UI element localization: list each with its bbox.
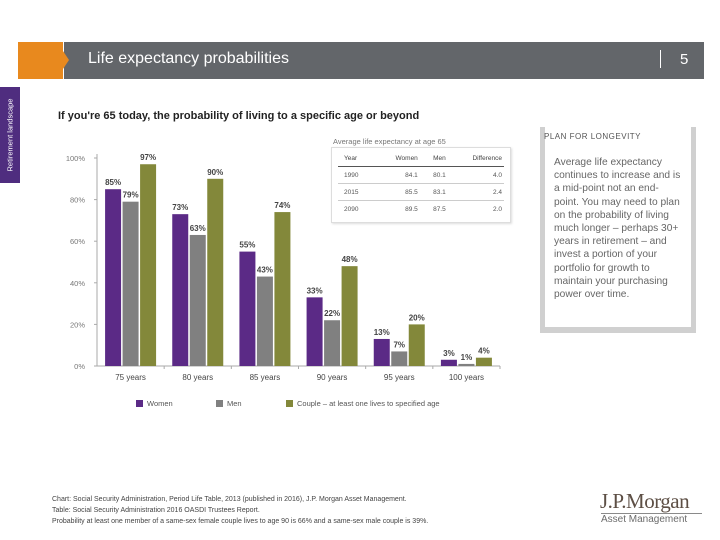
table-cell: 2.0 xyxy=(492,206,502,213)
table-cell: 83.1 xyxy=(419,183,448,201)
bar-men xyxy=(256,276,273,366)
x-tick-label: 85 years xyxy=(250,373,281,382)
bar-couple xyxy=(274,212,291,366)
x-tick-label: 75 years xyxy=(115,373,146,382)
table-header: Year xyxy=(338,152,376,167)
header-chevron xyxy=(57,42,69,78)
table-cell: 1990 xyxy=(338,166,376,184)
logo-subtitle: Asset Management xyxy=(601,514,688,525)
bar-men xyxy=(122,201,139,366)
y-tick-label: 100% xyxy=(66,154,86,163)
y-tick-label: 0% xyxy=(74,362,85,371)
legend-item-men: Men xyxy=(216,399,242,408)
legend-swatch-couple xyxy=(286,400,293,407)
table-row: 2090 89.5 87.5 2.0 xyxy=(338,201,504,218)
bar-women xyxy=(306,297,323,366)
table-cell: 2.4 xyxy=(447,183,504,201)
legend-label-couple: Couple – at least one lives to specified… xyxy=(297,399,440,408)
callout-box xyxy=(540,127,696,333)
data-label: 73% xyxy=(172,203,188,212)
table-row: 2015 85.5 83.1 2.4 xyxy=(338,183,504,201)
data-label: 74% xyxy=(274,201,290,210)
x-tick-label: 95 years xyxy=(384,373,415,382)
table-caption: Average life expectancy at age 65 xyxy=(333,137,446,146)
legend-label-women: Women xyxy=(147,399,173,408)
data-label: 55% xyxy=(239,241,255,250)
bar-women xyxy=(440,359,457,366)
table-cell: 2090 xyxy=(344,206,359,213)
data-label: 4% xyxy=(478,347,490,356)
data-label: 97% xyxy=(140,153,156,162)
x-tick-label: 80 years xyxy=(182,373,213,382)
data-label: 3% xyxy=(443,349,455,358)
legend-label-men: Men xyxy=(227,399,242,408)
bar-men xyxy=(324,320,341,366)
table-cell: 2015 xyxy=(338,183,376,201)
table-header: Men xyxy=(419,152,448,167)
callout-title: PLAN FOR LONGEVITY xyxy=(544,132,642,141)
data-label: 43% xyxy=(257,266,273,275)
legend-swatch-women xyxy=(136,400,143,407)
callout-body: Average life expectancy continues to inc… xyxy=(554,157,681,301)
table-header: Women xyxy=(375,152,420,167)
header-bar xyxy=(64,42,704,79)
legend-item-women: Women xyxy=(136,399,173,408)
page-title: Life expectancy probabilities xyxy=(88,50,290,67)
y-tick-label: 20% xyxy=(70,320,85,329)
page-number: 5 xyxy=(680,51,689,68)
data-label: 13% xyxy=(374,328,390,337)
x-tick-label: 100 years xyxy=(449,373,484,382)
table-cell: 85.5 xyxy=(375,183,420,201)
bar-couple xyxy=(475,357,492,366)
x-tick-label: 90 years xyxy=(317,373,348,382)
table-header: Difference xyxy=(447,152,504,167)
data-label: 33% xyxy=(307,286,323,295)
data-label: 85% xyxy=(105,178,121,187)
bar-women xyxy=(172,214,189,366)
data-label: 22% xyxy=(324,309,340,318)
table-cell: 84.1 xyxy=(375,166,420,184)
data-label: 1% xyxy=(461,353,473,362)
footnote-couple-note: Probability at least one member of a sam… xyxy=(52,518,429,525)
footnotes: Chart: Social Security Administration, P… xyxy=(52,494,428,527)
data-label: 63% xyxy=(190,224,206,233)
header-accent-tab xyxy=(18,42,63,79)
page-number-divider xyxy=(660,50,661,68)
section-side-tab: Retirement landscape xyxy=(0,87,20,183)
y-tick-label: 40% xyxy=(70,279,85,288)
chart-title: If you're 65 today, the probability of l… xyxy=(58,110,420,122)
jpmorgan-logo: J.P.Morgan xyxy=(600,489,690,513)
data-label: 7% xyxy=(393,340,405,349)
y-tick-label: 80% xyxy=(70,196,85,205)
table-header-row: Year Women Men Difference xyxy=(338,152,504,167)
life-expectancy-table: Year Women Men Difference 1990 84.1 80.1… xyxy=(331,147,511,223)
bar-men xyxy=(458,363,475,366)
footnote-table-source: Table: Social Security Administration 20… xyxy=(52,507,260,514)
bar-couple xyxy=(140,164,157,366)
table-row: 1990 84.1 80.1 4.0 xyxy=(338,166,504,184)
table-cell: 89.5 xyxy=(405,206,418,213)
bar-women xyxy=(239,251,256,366)
legend-item-couple: Couple – at least one lives to specified… xyxy=(286,399,440,408)
data-label: 20% xyxy=(409,313,425,322)
bar-men xyxy=(391,351,408,366)
bar-couple xyxy=(408,324,425,366)
legend-swatch-men xyxy=(216,400,223,407)
y-tick-label: 60% xyxy=(70,237,85,246)
table-cell: 87.5 xyxy=(433,206,446,213)
footnote-chart-source: Chart: Social Security Administration, P… xyxy=(52,496,407,503)
data-label: 79% xyxy=(123,191,139,200)
data-label: 90% xyxy=(207,168,223,177)
bar-couple xyxy=(207,178,224,366)
logo-divider xyxy=(601,513,702,514)
table-cell: 80.1 xyxy=(419,166,448,184)
bar-couple xyxy=(341,266,358,366)
bar-men xyxy=(189,234,206,366)
table-cell: 4.0 xyxy=(447,166,504,184)
data-label: 48% xyxy=(342,255,358,264)
bar-women xyxy=(373,338,390,366)
bar-women xyxy=(105,189,122,366)
